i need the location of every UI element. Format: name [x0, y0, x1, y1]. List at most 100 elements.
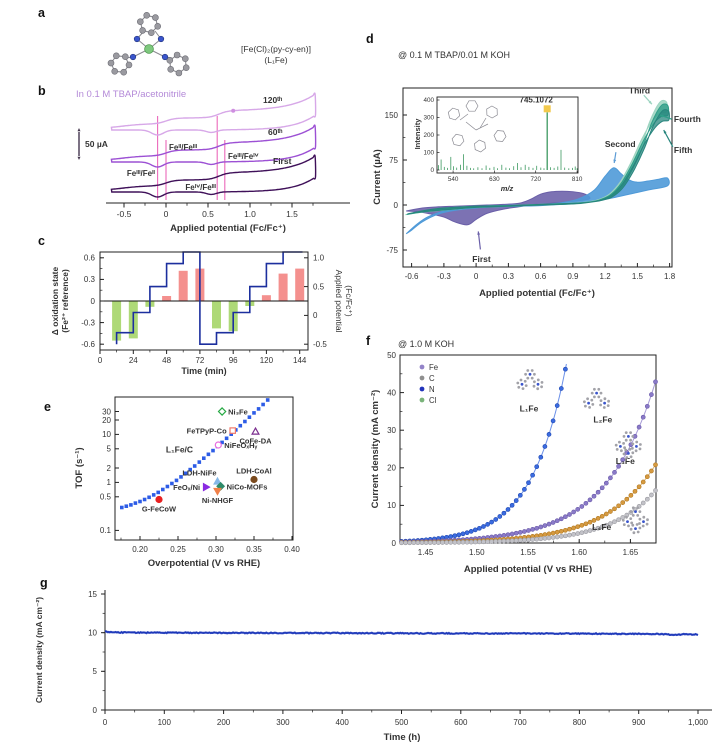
- lsv-marker: [595, 516, 601, 521]
- cv-band-Fifth: [407, 109, 670, 215]
- y-tick-label: 10: [387, 501, 396, 510]
- lsv-marker: [550, 530, 556, 536]
- lsv-marker: [546, 521, 552, 527]
- tof-curve-point: [188, 467, 192, 472]
- lsv-marker: [653, 462, 658, 468]
- left-tick-label: -0.3: [81, 318, 95, 327]
- lsv-marker: [489, 519, 494, 525]
- molecule-structure: [107, 12, 190, 77]
- tof-curve-point: [261, 402, 265, 407]
- panel-b-letter: b: [38, 84, 46, 98]
- x-tick-label: 0: [98, 356, 103, 365]
- lsv-marker: [501, 533, 507, 538]
- lsv-marker: [595, 525, 601, 531]
- lsv-marker: [407, 540, 413, 546]
- x-tick-label: 500: [395, 718, 409, 727]
- lsv-marker: [546, 535, 552, 541]
- tof-curve-point: [170, 481, 174, 486]
- right-axis-title: Applied potential: [334, 270, 344, 333]
- y-tick-label: 15: [88, 590, 97, 599]
- lsv-marker: [489, 539, 494, 544]
- legend-label: Cl: [429, 396, 437, 405]
- tof-curve-point: [156, 490, 160, 495]
- x-tick-label: 96: [229, 356, 238, 365]
- benchmark-label: FeTPyP-Co: [187, 427, 227, 436]
- benchmark-label: LDH-CoAl: [236, 467, 271, 476]
- lsv-marker: [603, 522, 609, 528]
- lsv-marker: [644, 403, 650, 409]
- x-tick-label: 900: [632, 718, 646, 727]
- series-label-L₄Fe: L₄Fe: [592, 522, 611, 532]
- y-tick-label: 30: [102, 407, 111, 416]
- lsv-marker: [603, 480, 609, 486]
- tof-curve-point: [252, 411, 256, 415]
- stability-chart: 0 5 10 15 0 100 200 300 400 500 600 700 800 900 1,000 T…: [34, 590, 712, 743]
- lsv-marker: [403, 540, 408, 546]
- lsv-marker: [554, 403, 560, 408]
- svg-text:(Fc/Fc⁺): (Fc/Fc⁺): [344, 285, 354, 317]
- lsv-marker: [542, 444, 548, 449]
- lsv-marker: [460, 539, 466, 545]
- lsv-marker: [640, 479, 646, 485]
- lsv-marker: [530, 472, 535, 478]
- tof-curve-point: [120, 505, 124, 510]
- lsv-marker: [583, 521, 589, 527]
- applied-potential-step-line: [115, 251, 303, 345]
- x-tick-label: -0.5: [117, 209, 132, 219]
- lsv-marker: [599, 524, 605, 530]
- y-tick-label: 0.1: [100, 526, 112, 535]
- inset-x-tick: 720: [530, 176, 541, 183]
- lsv-marker: [485, 539, 490, 545]
- lsv-marker: [644, 474, 650, 480]
- x-tick-label: 800: [573, 718, 587, 727]
- x-tick-label: 0.5: [202, 209, 214, 219]
- lsv-marker: [509, 538, 515, 544]
- tof-curve-point: [256, 407, 261, 411]
- lsv-marker: [522, 537, 527, 543]
- panel-c-chart: 0.6 0.3 0 -0.3 -0.6 1.0 0.5 0 -0.5 0 24 48 72 96 120 14…: [50, 251, 354, 376]
- lsv-marker: [649, 392, 654, 397]
- inset-x-title: m/z: [501, 184, 514, 193]
- lsv-marker: [464, 539, 470, 545]
- lsv-marker: [653, 379, 658, 385]
- lsv-marker: [493, 539, 499, 544]
- tof-curve-point: [265, 398, 270, 402]
- lsv-marker: [620, 515, 626, 520]
- lsv-marker: [517, 537, 523, 543]
- lsv-marker: [599, 485, 605, 491]
- x-tick-label: 0: [474, 272, 479, 281]
- lsv-marker: [575, 507, 581, 512]
- lsv-marker: [456, 532, 462, 538]
- lsv-marker: [558, 516, 564, 522]
- x-tick-label: 0.20: [132, 545, 148, 554]
- lsv-marker: [624, 496, 630, 502]
- lsv-marker: [636, 424, 642, 430]
- lsv-marker: [550, 535, 556, 540]
- x-tick-label: 1.2: [600, 272, 612, 281]
- x-tick-label: 1.60: [571, 548, 587, 557]
- Cl-legend-dot: [419, 397, 425, 403]
- tof-curve-point: [133, 501, 138, 505]
- lsv-marker: [472, 527, 478, 533]
- lsv-marker: [460, 531, 466, 537]
- series-label-L₁Fe: L₁Fe: [520, 403, 539, 413]
- lsv-marker: [505, 532, 511, 538]
- tof-curve-point: [129, 503, 133, 507]
- x-tick-label: 0.9: [567, 272, 579, 281]
- compound-name: (L₁Fe): [264, 55, 288, 66]
- redox-couple-label: Feᴵⱽ/Feᴵᴵᴵ: [185, 183, 216, 192]
- lsv-marker: [534, 464, 540, 470]
- lsv-marker: [595, 489, 601, 495]
- lsv-marker: [542, 536, 548, 541]
- lsv-marker: [497, 538, 503, 544]
- lsv-marker: [513, 498, 519, 503]
- lsv-marker: [452, 533, 458, 539]
- tof-curve-point: [165, 484, 170, 489]
- tof-curve-point: [142, 497, 147, 502]
- mass-spectrum-inset: 745.1072 0 100 200 300 400 540 630 720 810 m/z Inte…: [413, 95, 583, 193]
- molecule-sketch: [614, 431, 642, 459]
- y-axis-title: TOF (s⁻¹): [74, 447, 85, 488]
- inset-y-tick: 0: [430, 167, 434, 174]
- oxidation-bar: [261, 295, 271, 301]
